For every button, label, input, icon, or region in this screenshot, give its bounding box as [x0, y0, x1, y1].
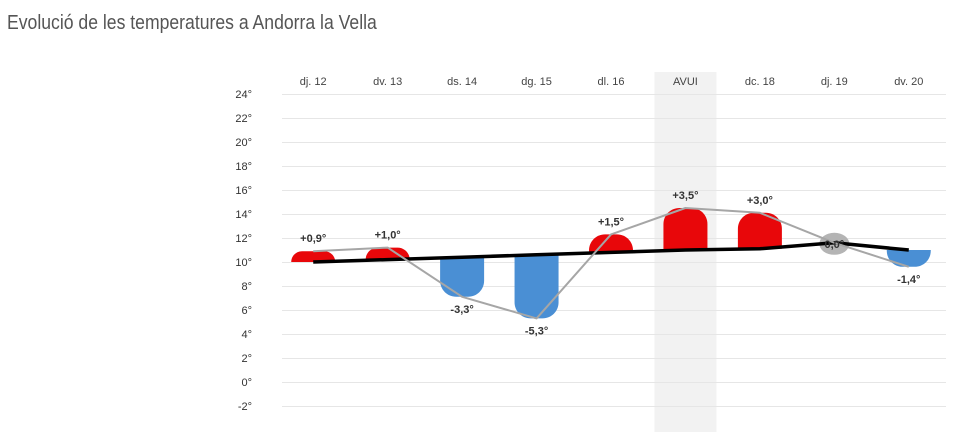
- y-tick-label: 6°: [241, 305, 252, 317]
- anomaly-value-label: -3,3°: [450, 304, 473, 316]
- anomaly-value-label: +3,0°: [747, 195, 773, 207]
- x-tick-label: dj. 19: [821, 76, 848, 88]
- anomaly-value-label: +1,0°: [375, 230, 401, 242]
- x-tick-label: dj. 12: [300, 76, 327, 88]
- y-tick-label: 4°: [241, 329, 252, 341]
- anomaly-value-label: -1,4°: [897, 274, 920, 286]
- y-tick-label: 24°: [235, 89, 252, 101]
- y-tick-label: 20°: [235, 137, 252, 149]
- anomaly-bar: [663, 208, 708, 250]
- y-tick-label: 12°: [235, 233, 252, 245]
- x-tick-label: dv. 13: [373, 76, 402, 88]
- x-tick-label: ds. 14: [447, 76, 477, 88]
- anomaly-value-label: 0,0°: [824, 239, 844, 251]
- y-tick-label: 14°: [235, 209, 252, 221]
- anomaly-value-label: +3,5°: [672, 190, 698, 202]
- anomaly-bar: [589, 234, 633, 253]
- x-tick-label: AVUI: [673, 76, 698, 88]
- x-tick-label: dl. 16: [598, 76, 625, 88]
- x-tick-label: dg. 15: [521, 76, 552, 88]
- anomaly-value-label: -5,3°: [525, 325, 548, 337]
- anomaly-bar: [514, 254, 559, 319]
- y-tick-label: 0°: [241, 377, 252, 389]
- mean-temperature-line: [313, 241, 909, 264]
- y-tick-label: 2°: [241, 353, 252, 365]
- y-tick-label: 18°: [235, 161, 252, 173]
- y-tick-label: 22°: [235, 113, 252, 125]
- anomaly-bar: [886, 250, 931, 267]
- y-tick-label: 10°: [235, 257, 252, 269]
- anomaly-bar: [365, 247, 410, 260]
- anomaly-value-label: +0,9°: [300, 233, 326, 245]
- anomaly-bar: [291, 251, 336, 262]
- observed-temperature-line: [313, 207, 910, 320]
- anomaly-value-label: +1,5°: [598, 216, 624, 228]
- anomaly-bar: [737, 212, 782, 249]
- y-tick-label: 16°: [235, 185, 252, 197]
- y-tick-label: -2°: [238, 401, 252, 413]
- chart-title: Evolució de les temperatures a Andorra l…: [7, 12, 377, 34]
- anomaly-bar: [440, 257, 485, 297]
- y-tick-label: 8°: [241, 281, 252, 293]
- x-tick-label: dc. 18: [745, 76, 775, 88]
- x-tick-label: dv. 20: [894, 76, 923, 88]
